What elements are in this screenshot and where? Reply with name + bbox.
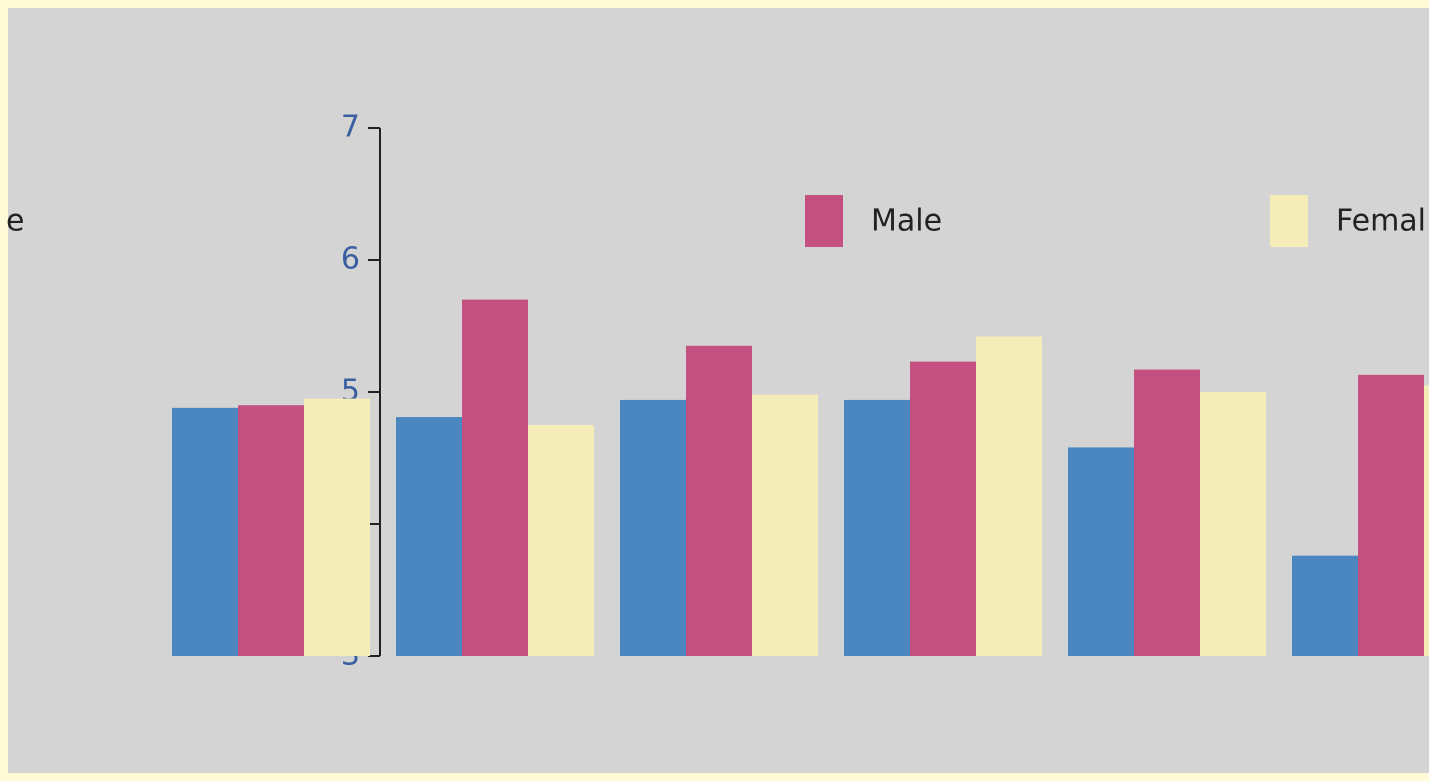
bar xyxy=(172,408,238,656)
bar xyxy=(396,417,462,656)
legend-swatch xyxy=(1270,195,1308,247)
bar xyxy=(304,399,370,656)
bar xyxy=(752,395,818,656)
bar xyxy=(1134,370,1200,656)
bar xyxy=(844,400,910,656)
bar xyxy=(528,425,594,656)
y-tick-label: 6 xyxy=(341,242,360,277)
chart: 34567eMaleFemal xyxy=(0,0,1429,781)
bar xyxy=(1292,556,1358,656)
bar xyxy=(462,300,528,656)
y-tick-label: 7 xyxy=(341,110,360,145)
bar xyxy=(910,362,976,656)
bar xyxy=(1358,375,1424,656)
bar xyxy=(620,400,686,656)
bar xyxy=(238,405,304,656)
bar xyxy=(1068,447,1134,656)
legend-label: Femal xyxy=(1336,204,1426,239)
legend-swatch xyxy=(805,195,843,247)
page: 34567eMaleFemal (() => { const data = JS… xyxy=(0,0,1429,781)
legend-label: e xyxy=(6,204,24,239)
bar xyxy=(1200,392,1266,656)
legend-label: Male xyxy=(871,204,942,239)
bar xyxy=(686,346,752,656)
bar xyxy=(1424,385,1429,656)
bar xyxy=(976,337,1042,656)
